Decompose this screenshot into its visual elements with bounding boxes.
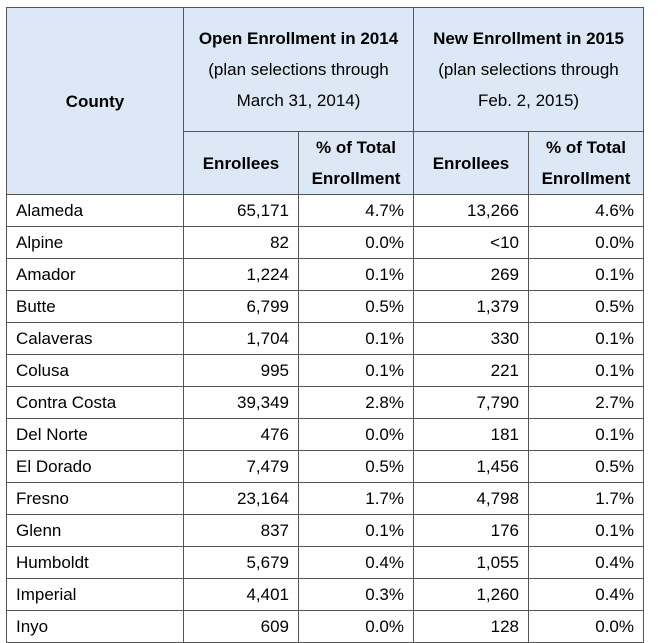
table-row: Humboldt 5,679 0.4% 1,055 0.4%	[6, 546, 644, 579]
value-cell: 0.1%	[298, 322, 414, 355]
county-cell: Amador	[6, 258, 184, 291]
county-cell: Calaveras	[6, 322, 184, 355]
column-header: % of Total Enrollment	[528, 131, 644, 195]
value-cell: 0.4%	[528, 578, 644, 611]
value-cell: 0.0%	[298, 610, 414, 643]
table-row: Calaveras 1,704 0.1% 330 0.1%	[6, 322, 644, 355]
column-header: % of Total Enrollment	[298, 131, 414, 195]
value-cell: 181	[413, 418, 529, 451]
table-row: Butte 6,799 0.5% 1,379 0.5%	[6, 290, 644, 323]
county-cell: Fresno	[6, 482, 184, 515]
value-cell: 1.7%	[528, 482, 644, 515]
table-row: Amador 1,224 0.1% 269 0.1%	[6, 258, 644, 291]
value-cell: 4.7%	[298, 194, 414, 227]
table-row: Inyo 609 0.0% 128 0.0%	[6, 610, 644, 643]
value-cell: 609	[183, 610, 299, 643]
value-cell: 0.0%	[528, 226, 644, 259]
value-cell: 0.0%	[528, 610, 644, 643]
county-cell: Alpine	[6, 226, 184, 259]
value-cell: 2.7%	[528, 386, 644, 419]
county-cell: Imperial	[6, 578, 184, 611]
value-cell: 2.8%	[298, 386, 414, 419]
county-cell: Alameda	[6, 194, 184, 227]
county-cell: Glenn	[6, 514, 184, 547]
value-cell: 0.0%	[298, 418, 414, 451]
value-cell: 837	[183, 514, 299, 547]
group-title: Open Enrollment in 2014	[198, 29, 399, 48]
value-cell: 1.7%	[298, 482, 414, 515]
value-cell: 23,164	[183, 482, 299, 515]
value-cell: 0.1%	[528, 514, 644, 547]
county-cell: Colusa	[6, 354, 184, 387]
group-note: (plan selections through March 31, 2014)	[208, 60, 389, 110]
value-cell: 0.0%	[298, 226, 414, 259]
value-cell: 4.6%	[528, 194, 644, 227]
value-cell: 1,224	[183, 258, 299, 291]
value-cell: 0.5%	[298, 290, 414, 323]
value-cell: 6,799	[183, 290, 299, 323]
value-cell: 128	[413, 610, 529, 643]
value-cell: 476	[183, 418, 299, 451]
value-cell: 0.1%	[528, 418, 644, 451]
group-header: New Enrollment in 2015 (plan selections t…	[413, 7, 644, 132]
value-cell: 330	[413, 322, 529, 355]
column-header: Enrollees	[183, 131, 299, 195]
value-cell: 39,349	[183, 386, 299, 419]
value-cell: 1,055	[413, 546, 529, 579]
county-cell: Contra Costa	[6, 386, 184, 419]
group-note: (plan selections through Feb. 2, 2015)	[438, 60, 619, 110]
table-row: Glenn 837 0.1% 176 0.1%	[6, 514, 644, 547]
table-row: Contra Costa 39,349 2.8% 7,790 2.7%	[6, 386, 644, 419]
group-title: New Enrollment in 2015	[433, 29, 624, 48]
value-cell: 0.3%	[298, 578, 414, 611]
column-header: Enrollees	[413, 131, 529, 195]
county-cell: Inyo	[6, 610, 184, 643]
value-cell: 4,401	[183, 578, 299, 611]
value-cell: 0.1%	[528, 322, 644, 355]
page: County Open Enrollment in 2014 (plan sele…	[6, 7, 644, 643]
value-cell: 0.1%	[528, 354, 644, 387]
county-cell: Butte	[6, 290, 184, 323]
value-cell: 65,171	[183, 194, 299, 227]
table-row: Del Norte 476 0.0% 181 0.1%	[6, 418, 644, 451]
value-cell: 176	[413, 514, 529, 547]
value-cell: 1,456	[413, 450, 529, 483]
value-cell: 0.1%	[298, 514, 414, 547]
value-cell: 269	[413, 258, 529, 291]
value-cell: 5,679	[183, 546, 299, 579]
value-cell: 13,266	[413, 194, 529, 227]
table-row: Fresno 23,164 1.7% 4,798 1.7%	[6, 482, 644, 515]
value-cell: 0.4%	[298, 546, 414, 579]
value-cell: 0.1%	[298, 258, 414, 291]
value-cell: 1,379	[413, 290, 529, 323]
value-cell: 221	[413, 354, 529, 387]
enrollment-table: County Open Enrollment in 2014 (plan sele…	[6, 7, 644, 643]
county-cell: Del Norte	[6, 418, 184, 451]
value-cell: <10	[413, 226, 529, 259]
value-cell: 1,260	[413, 578, 529, 611]
county-cell: Humboldt	[6, 546, 184, 579]
value-cell: 7,479	[183, 450, 299, 483]
value-cell: 0.5%	[528, 290, 644, 323]
value-cell: 0.5%	[528, 450, 644, 483]
table-row: Alameda 65,171 4.7% 13,266 4.6%	[6, 194, 644, 227]
table-row: Imperial 4,401 0.3% 1,260 0.4%	[6, 578, 644, 611]
value-cell: 0.1%	[298, 354, 414, 387]
value-cell: 0.4%	[528, 546, 644, 579]
county-cell: El Dorado	[6, 450, 184, 483]
value-cell: 4,798	[413, 482, 529, 515]
value-cell: 0.1%	[528, 258, 644, 291]
group-header: Open Enrollment in 2014 (plan selections …	[183, 7, 414, 132]
county-header: County	[6, 7, 184, 195]
value-cell: 0.5%	[298, 450, 414, 483]
value-cell: 1,704	[183, 322, 299, 355]
table-row: Colusa 995 0.1% 221 0.1%	[6, 354, 644, 387]
value-cell: 995	[183, 354, 299, 387]
value-cell: 7,790	[413, 386, 529, 419]
table-row: Alpine 82 0.0% <10 0.0%	[6, 226, 644, 259]
value-cell: 82	[183, 226, 299, 259]
table-row: El Dorado 7,479 0.5% 1,456 0.5%	[6, 450, 644, 483]
